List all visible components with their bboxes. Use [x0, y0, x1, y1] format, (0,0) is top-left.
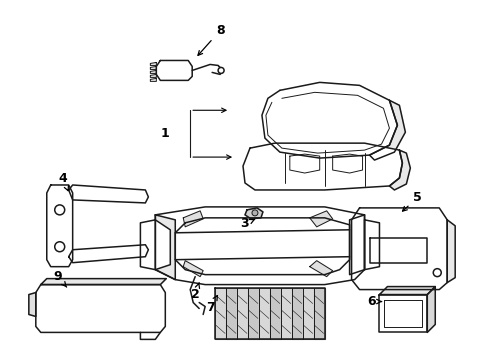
Polygon shape — [150, 75, 156, 77]
Polygon shape — [309, 211, 332, 227]
Polygon shape — [259, 288, 269, 339]
Circle shape — [55, 205, 64, 215]
Text: 1: 1 — [161, 127, 169, 140]
Polygon shape — [379, 294, 427, 332]
Polygon shape — [379, 287, 434, 294]
Polygon shape — [244, 208, 263, 219]
Polygon shape — [225, 288, 237, 339]
Circle shape — [218, 67, 224, 73]
Polygon shape — [309, 261, 332, 276]
Polygon shape — [351, 208, 447, 289]
Polygon shape — [155, 207, 364, 285]
Polygon shape — [68, 245, 148, 263]
Text: 9: 9 — [53, 270, 66, 287]
Polygon shape — [140, 220, 170, 270]
Polygon shape — [155, 215, 175, 280]
Text: 7: 7 — [205, 296, 217, 314]
Polygon shape — [215, 288, 225, 339]
Text: 5: 5 — [402, 192, 421, 211]
Polygon shape — [388, 150, 409, 190]
Polygon shape — [243, 143, 402, 190]
Text: 3: 3 — [240, 217, 254, 230]
Polygon shape — [369, 100, 405, 160]
Polygon shape — [349, 215, 364, 275]
Polygon shape — [175, 218, 349, 275]
Polygon shape — [150, 78, 156, 81]
Polygon shape — [280, 288, 291, 339]
Polygon shape — [41, 279, 166, 285]
Text: 2: 2 — [190, 283, 199, 301]
Polygon shape — [150, 71, 156, 73]
Polygon shape — [29, 293, 36, 316]
Polygon shape — [302, 288, 313, 339]
Polygon shape — [262, 82, 397, 158]
Text: 4: 4 — [58, 171, 68, 191]
Circle shape — [55, 242, 64, 252]
Polygon shape — [156, 60, 192, 80]
Polygon shape — [68, 185, 148, 203]
Polygon shape — [313, 288, 324, 339]
Polygon shape — [447, 220, 454, 283]
Polygon shape — [183, 211, 203, 227]
Polygon shape — [427, 287, 434, 332]
Polygon shape — [150, 67, 156, 69]
Polygon shape — [36, 285, 165, 332]
Polygon shape — [291, 288, 302, 339]
Polygon shape — [183, 261, 203, 276]
Polygon shape — [150, 62, 156, 66]
Text: 8: 8 — [198, 24, 224, 55]
Polygon shape — [269, 288, 280, 339]
Polygon shape — [237, 288, 247, 339]
Text: 6: 6 — [366, 295, 381, 308]
Circle shape — [251, 210, 258, 216]
Polygon shape — [364, 220, 379, 270]
Circle shape — [432, 269, 440, 276]
Polygon shape — [247, 288, 259, 339]
Polygon shape — [47, 185, 73, 267]
